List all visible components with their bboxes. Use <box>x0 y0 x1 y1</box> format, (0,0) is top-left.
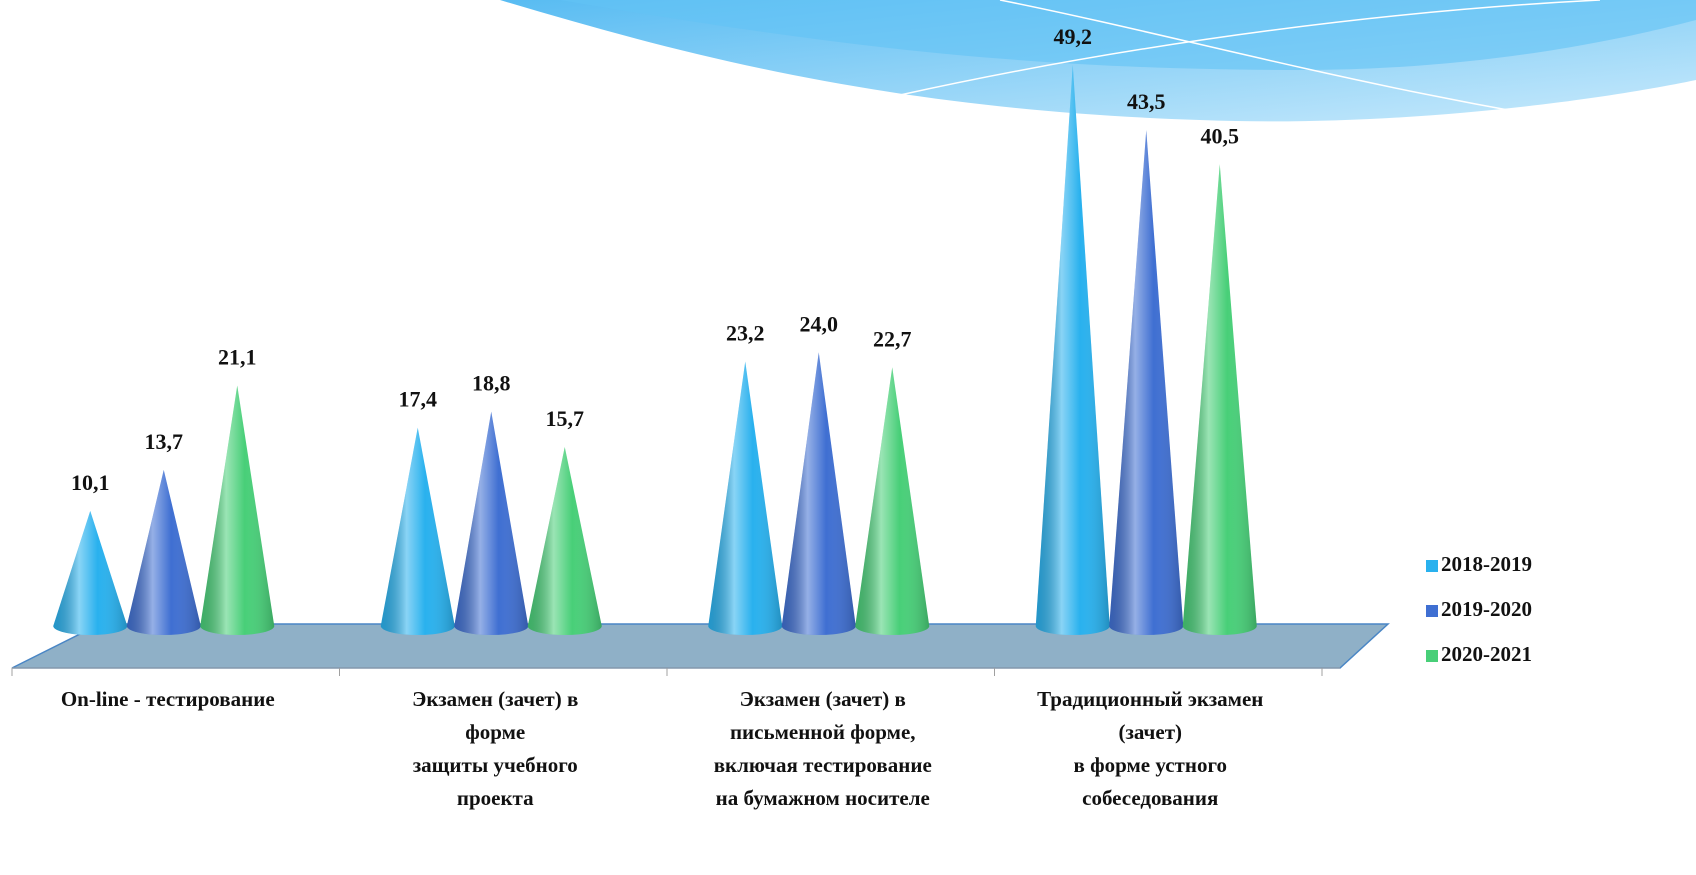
cone-shine <box>1182 164 1257 636</box>
cone-shine <box>126 469 201 635</box>
x-tick-label: On-line - тестирование <box>61 687 275 711</box>
cone-shine <box>781 352 856 635</box>
cone <box>380 427 455 635</box>
cone-shine <box>1109 130 1184 635</box>
cone-shine <box>380 427 455 635</box>
x-tick-label: в форме устного <box>1074 753 1227 777</box>
value-label: 17,4 <box>399 387 438 412</box>
value-label: 23,2 <box>726 321 765 346</box>
cone-shine <box>1035 65 1110 636</box>
value-label: 13,7 <box>145 429 184 454</box>
legend-swatch <box>1426 650 1438 662</box>
value-label: 15,7 <box>546 406 585 431</box>
x-tick-label: Традиционный экзамен <box>1037 687 1263 711</box>
cone <box>1035 65 1110 636</box>
value-label: 21,1 <box>218 345 257 370</box>
x-tick-label: Экзамен (зачет) в <box>740 687 906 711</box>
x-tick-label: защиты учебного <box>413 753 578 777</box>
x-tick-label: (зачет) <box>1118 720 1182 744</box>
value-label: 22,7 <box>873 326 912 351</box>
legend-label: 2019-2020 <box>1441 597 1532 621</box>
cone <box>53 510 128 635</box>
value-label: 49,2 <box>1054 24 1093 49</box>
value-label: 10,1 <box>71 470 110 495</box>
cone-shine <box>200 385 275 635</box>
x-tick-label: форме <box>465 720 525 744</box>
value-label: 24,0 <box>800 311 839 336</box>
x-tick-label: письменной форме, <box>730 720 916 744</box>
cone <box>1182 164 1257 636</box>
cone <box>527 447 602 635</box>
x-tick-label: проекта <box>457 786 534 810</box>
value-label: 40,5 <box>1201 123 1240 148</box>
cone <box>454 411 529 635</box>
cone-shine <box>527 447 602 635</box>
decoration <box>500 0 1696 141</box>
x-tick-label: собеседования <box>1082 786 1218 810</box>
cone-shine <box>855 367 930 635</box>
value-label: 43,5 <box>1127 89 1166 114</box>
legend-label: 2018-2019 <box>1441 552 1532 576</box>
cone <box>855 367 930 635</box>
legend-swatch <box>1426 560 1438 572</box>
x-tick-label: включая тестирование <box>714 753 932 777</box>
value-label: 18,8 <box>472 371 511 396</box>
cone <box>1109 130 1184 635</box>
cone <box>200 385 275 635</box>
cone-shine <box>708 361 783 635</box>
cone-shine <box>53 510 128 635</box>
cone <box>708 361 783 635</box>
x-tick-label: Экзамен (зачет) в <box>412 687 578 711</box>
legend-swatch <box>1426 605 1438 617</box>
x-tick-label: на бумажном носителе <box>716 786 930 810</box>
cone <box>126 469 201 635</box>
cone <box>781 352 856 635</box>
legend-label: 2020-2021 <box>1441 642 1532 666</box>
cone-shine <box>454 411 529 635</box>
